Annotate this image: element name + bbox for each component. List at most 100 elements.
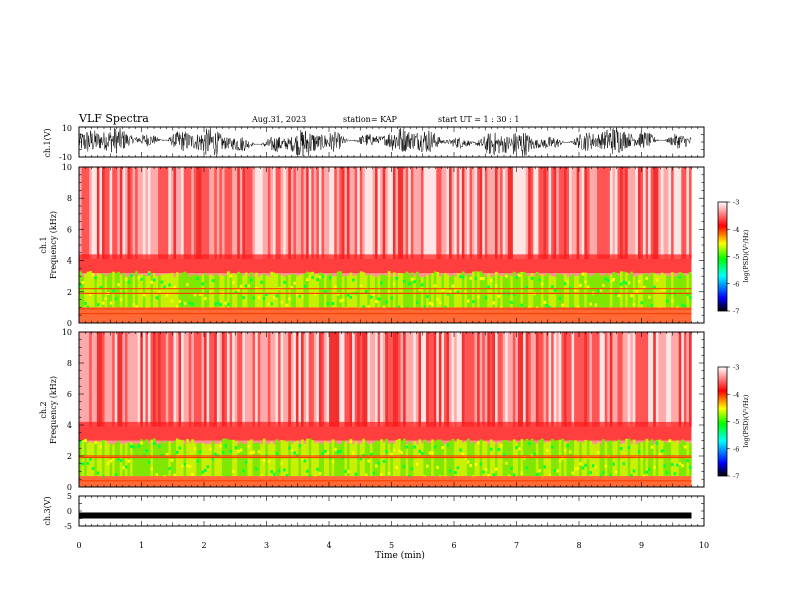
spectrogram-band-cell <box>260 274 263 308</box>
spectrogram-column <box>640 332 644 427</box>
spectrogram-band-speck <box>224 444 228 448</box>
spectrogram-column <box>132 167 136 259</box>
spectrogram-band-speck <box>114 297 118 301</box>
spectrogram-column <box>362 332 366 427</box>
ch3-waveform-panel: 5 0 -5 ch.3(V) <box>43 492 705 531</box>
spectrogram-column <box>612 332 616 427</box>
ch3-waveform-trace <box>79 512 692 519</box>
spectrogram-band-speck <box>153 442 156 445</box>
spectrogram-band-speck <box>270 470 274 474</box>
spectrogram-column <box>147 332 151 427</box>
x-tick-label: 9 <box>639 541 644 550</box>
spectrogram-column <box>79 167 82 259</box>
spectrogram-band-cell <box>280 275 284 308</box>
spectrogram-column <box>446 332 450 427</box>
spectrogram-column <box>283 167 286 259</box>
spectrogram-column <box>183 167 187 259</box>
spectrogram-band-speck <box>201 470 205 474</box>
spectrogram-band-cell <box>533 276 537 308</box>
spectrogram-column <box>224 167 228 259</box>
spectrogram-column <box>408 332 411 427</box>
ch1-waveform-line <box>78 128 692 156</box>
spectrogram-band-speck <box>617 455 621 459</box>
spectrogram-band-speck <box>96 303 100 307</box>
spectrogram-band-cell <box>637 274 641 308</box>
spectrogram-band-speck <box>81 462 85 466</box>
spectrogram-column <box>405 167 409 259</box>
spectrogram-band-speck <box>140 441 143 445</box>
spectrogram-band-speck <box>502 453 506 457</box>
spectrogram-column <box>94 332 98 427</box>
spectrogram-band-cell <box>614 441 618 477</box>
spectrogram-column <box>500 167 503 259</box>
spectrogram-column <box>423 167 427 259</box>
spectrogram-band-speck <box>390 452 394 456</box>
spectrogram-band-cell <box>515 275 519 308</box>
spectrogram-column <box>571 332 575 427</box>
spectrogram-band-cell <box>206 444 210 477</box>
spectrogram-band-speck <box>584 463 588 467</box>
spectrogram-band-speck <box>395 466 399 470</box>
spectrogram-column <box>321 332 325 427</box>
spectrogram-band-cell <box>676 440 679 477</box>
spectrogram-band-speck <box>183 302 187 306</box>
spectrogram-column <box>609 332 613 427</box>
spectrogram-band-cell <box>326 275 330 308</box>
spectrogram-band-cell <box>334 442 337 477</box>
spectrogram-column <box>584 332 588 427</box>
spectrogram-band-speck <box>94 441 98 445</box>
spectrogram-column <box>576 167 580 259</box>
spectrogram-band-cell <box>607 275 611 308</box>
y-tick-label: 2 <box>67 288 72 297</box>
colorbar-tick-label: -3 <box>733 199 739 207</box>
spectrogram-column <box>101 167 105 259</box>
spectrogram-band-cell <box>313 442 317 477</box>
spectrogram-column <box>382 332 386 427</box>
spectrogram-column <box>265 167 269 259</box>
spectrogram-column <box>543 332 547 427</box>
spectrogram-band-cell <box>492 442 496 477</box>
spectrogram-band-speck <box>599 289 603 292</box>
spectrogram-column <box>607 332 611 427</box>
spectrogram-band-cell <box>510 440 514 477</box>
spectrogram-column <box>569 332 572 427</box>
spectrogram-band-speck <box>451 284 455 288</box>
spectrogram-band-cell <box>604 442 608 477</box>
spectrogram-band-cell <box>630 271 633 308</box>
spectrogram-band-cell <box>298 444 302 477</box>
spectrogram-band-speck <box>334 447 337 451</box>
spectrogram-band-cell <box>275 273 279 308</box>
spectrogram-band-speck <box>175 450 179 454</box>
spectrogram-band-cell <box>688 443 692 477</box>
spectrogram-column <box>686 332 690 427</box>
spectrogram-band-cell <box>79 440 82 477</box>
spectrogram-band-speck <box>165 293 169 297</box>
spectrogram-band-speck <box>454 471 457 475</box>
spectrogram-band-speck <box>301 295 304 299</box>
spectrogram-band-speck <box>484 296 488 300</box>
ch2-spectrogram-heatmap <box>79 332 692 487</box>
spectrogram-band-speck <box>482 470 485 474</box>
spectrogram-column <box>535 332 539 427</box>
spectrogram-column <box>576 332 580 427</box>
spectrogram-band-cell <box>686 274 690 308</box>
spectrogram-column <box>561 332 565 427</box>
spectrogram-band-cell <box>400 273 404 308</box>
spectrogram-column <box>377 332 381 427</box>
spectrogram-band-cell <box>267 276 271 308</box>
spectrogram-band-speck <box>576 466 580 470</box>
spectrogram-column <box>178 332 182 427</box>
spectrogram-column <box>89 332 92 427</box>
spectrogram-band-speck <box>650 303 654 307</box>
spectrogram-band-speck <box>635 290 639 293</box>
spectrogram-column <box>232 167 235 259</box>
spectrogram-band-speck <box>86 305 90 309</box>
spectrogram-band-speck <box>650 445 654 449</box>
spectrogram-band-cell <box>183 271 187 308</box>
spectrogram-band-cell <box>362 272 366 308</box>
spectrogram-column <box>341 167 345 259</box>
spectrogram-band-cell <box>311 440 314 477</box>
spectrogram-band-cell <box>469 275 473 308</box>
spectrogram-band-cell <box>643 273 646 308</box>
spectrogram-band-speck <box>466 460 470 464</box>
